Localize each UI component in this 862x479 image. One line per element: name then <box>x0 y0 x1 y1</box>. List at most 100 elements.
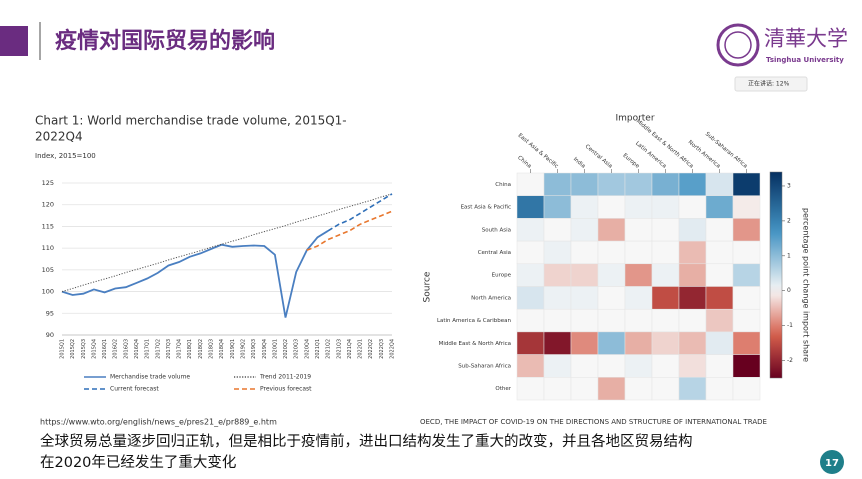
heat-cell <box>678 240 707 265</box>
x-tick-label: 2019Q4 <box>262 339 268 359</box>
x-tick-label: 2018Q2 <box>198 339 204 359</box>
heat-cell <box>570 263 599 287</box>
x-tick-label: 2019Q1 <box>230 339 236 359</box>
heat-cell <box>651 195 680 219</box>
x-tick-label: 2017Q1 <box>145 339 151 359</box>
y-tick-label: 95 <box>46 309 54 317</box>
heat-cell <box>597 308 626 333</box>
heat-cell <box>543 286 572 310</box>
row-label: Europe <box>492 273 512 279</box>
row-label: Central Asia <box>478 250 511 256</box>
page-badge <box>820 450 844 474</box>
heat-cell <box>570 172 599 196</box>
legend-label: Merchandise trade volume <box>110 374 190 381</box>
heat-cell <box>516 331 545 355</box>
x-tick-label: 2015Q3 <box>81 339 87 359</box>
heat-cell <box>624 218 653 242</box>
heat-cell <box>732 218 761 242</box>
heat-cell <box>543 218 572 242</box>
heat-cell <box>705 240 734 265</box>
heat-cell <box>732 377 761 401</box>
heat-cell <box>705 218 734 242</box>
heat-cell <box>705 308 734 333</box>
x-tick-label: 2020Q4 <box>304 339 310 359</box>
heat-cell <box>516 218 545 242</box>
logo-english: Tsinghua University <box>766 56 844 64</box>
heat-cell <box>624 308 653 333</box>
x-tick-label: 2015Q4 <box>91 339 97 359</box>
y-tick-label: 105 <box>42 266 54 274</box>
logo-seal-inner <box>724 31 752 59</box>
heat-cell <box>678 172 707 196</box>
heat-cell <box>651 377 680 401</box>
heat-cell <box>678 263 707 287</box>
heat-cell <box>678 218 707 242</box>
heat-cell <box>651 172 680 196</box>
heat-cell <box>624 331 653 355</box>
heat-cell <box>732 286 761 310</box>
heat-cell <box>543 240 572 265</box>
status-text: 正在讲话: 12% <box>748 80 790 88</box>
row-label: South Asia <box>482 227 511 233</box>
x-tick-label: 2020Q1 <box>272 339 278 359</box>
heat-cell <box>597 263 626 287</box>
heat-cell <box>624 263 653 287</box>
colorbar-tick-label: -2 <box>787 357 793 364</box>
x-tick-label: 2019Q2 <box>240 339 246 359</box>
y-tick-label: 100 <box>42 288 54 296</box>
heat-cell <box>570 308 599 333</box>
heat-cell <box>732 195 761 219</box>
heat-cell <box>678 354 707 378</box>
heat-cell <box>597 286 626 310</box>
x-tick-label: 2021Q4 <box>347 339 353 359</box>
heat-cell <box>651 308 680 333</box>
colorbar <box>769 171 783 379</box>
x-tick-label: 2020Q2 <box>283 339 289 359</box>
source-citation: OECD, THE IMPACT OF COVID-19 ON THE DIRE… <box>420 418 767 426</box>
x-tick-label: 2016Q4 <box>134 339 140 359</box>
heat-cell <box>597 172 626 196</box>
heat-cell <box>597 218 626 242</box>
x-tick-label: 2018Q3 <box>209 339 215 359</box>
series-line <box>61 230 329 318</box>
x-tick-label: 2018Q1 <box>187 339 193 359</box>
y-tick-label: 120 <box>42 201 54 209</box>
row-label: East Asia & Pacific <box>461 205 511 211</box>
heat-cell <box>570 195 599 219</box>
body-text: 全球贸易总量逐步回归正轨，但是相比于疫情前，进出口结构发生了重大的改变，并且各地… <box>40 432 693 450</box>
heat-cell <box>543 172 572 196</box>
row-label: North America <box>471 295 511 301</box>
series-line <box>327 193 393 232</box>
heat-cell <box>570 286 599 310</box>
heat-cell <box>570 377 599 401</box>
heat-cell <box>624 354 653 378</box>
heat-cell <box>705 172 734 196</box>
status-badge <box>734 76 808 92</box>
heat-cell <box>732 308 761 333</box>
row-label: Other <box>495 386 511 392</box>
heat-cell <box>624 377 653 401</box>
heat-cell <box>543 308 572 333</box>
legend-label: Current forecast <box>110 386 159 393</box>
heat-cell <box>705 377 734 401</box>
x-tick-label: 2017Q3 <box>166 339 172 359</box>
heat-cell <box>597 354 626 378</box>
heat-cell <box>516 195 545 219</box>
heat-cell <box>597 377 626 401</box>
x-tick-label: 2015Q1 <box>60 339 66 359</box>
heat-cell <box>678 377 707 401</box>
heat-cell <box>651 286 680 310</box>
colorbar-tick-label: -1 <box>787 322 793 329</box>
heat-cell <box>705 286 734 310</box>
heat-cell <box>732 331 761 355</box>
line-chart-title: Chart 1: World merchandise trade volume,… <box>35 114 347 128</box>
x-tick-label: 2022Q1 <box>358 339 364 359</box>
heat-cell <box>651 263 680 287</box>
heat-cell <box>570 331 599 355</box>
colorbar-tick-label: 2 <box>787 217 791 224</box>
heat-cell <box>678 331 707 355</box>
x-tick-label: 2016Q3 <box>123 339 129 359</box>
heat-cell <box>516 240 545 265</box>
heat-cell <box>678 195 707 219</box>
heat-cell <box>705 195 734 219</box>
